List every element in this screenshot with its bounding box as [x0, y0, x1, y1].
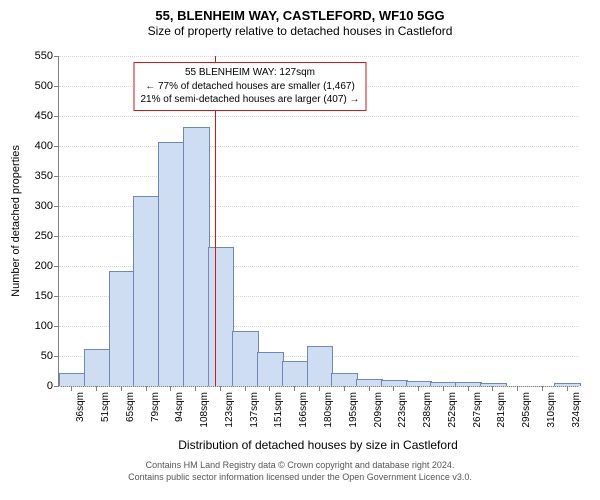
x-tick-label: 310sqm — [546, 392, 557, 428]
histogram-bar — [554, 383, 581, 386]
x-tick-mark — [369, 386, 370, 391]
x-tick-mark — [319, 386, 320, 391]
x-tick-mark — [96, 386, 97, 391]
x-tick-mark — [245, 386, 246, 391]
x-tick-label: 123sqm — [224, 392, 235, 428]
x-tick-label: 324sqm — [571, 392, 582, 428]
chart-subtitle: Size of property relative to detached ho… — [0, 24, 600, 39]
x-tick-mark — [121, 386, 122, 391]
histogram-bar — [208, 247, 235, 386]
x-tick-mark — [344, 386, 345, 391]
histogram-bar — [109, 271, 136, 386]
y-tick-label: 250 — [35, 230, 59, 242]
x-tick-mark — [492, 386, 493, 391]
chart-footer: Contains HM Land Registry data © Crown c… — [0, 460, 600, 483]
x-tick-label: 151sqm — [273, 392, 284, 428]
histogram-bar — [59, 373, 86, 386]
histogram-bar — [133, 196, 160, 386]
histogram-bar — [307, 346, 334, 386]
footer-line: Contains public sector information licen… — [0, 472, 600, 484]
histogram-bar — [455, 382, 482, 386]
property-size-histogram: 55, BLENHEIM WAY, CASTLEFORD, WF10 5GG S… — [0, 0, 600, 500]
histogram-bar — [331, 373, 358, 386]
footer-line: Contains HM Land Registry data © Crown c… — [0, 460, 600, 472]
histogram-bar — [84, 349, 111, 386]
x-tick-mark — [567, 386, 568, 391]
x-tick-mark — [170, 386, 171, 391]
x-tick-mark — [443, 386, 444, 391]
x-axis-label: Distribution of detached houses by size … — [178, 438, 458, 452]
histogram-bar — [183, 127, 210, 386]
x-tick-mark — [517, 386, 518, 391]
x-tick-label: 195sqm — [348, 392, 359, 428]
x-tick-label: 65sqm — [125, 392, 136, 422]
y-tick-label: 350 — [35, 170, 59, 182]
y-tick-label: 500 — [35, 80, 59, 92]
histogram-bar — [356, 379, 383, 386]
histogram-bar — [257, 352, 284, 386]
x-tick-label: 137sqm — [249, 392, 260, 428]
x-tick-label: 295sqm — [521, 392, 532, 428]
x-tick-mark — [542, 386, 543, 391]
histogram-bar — [232, 331, 259, 386]
x-tick-label: 267sqm — [472, 392, 483, 428]
x-tick-mark — [418, 386, 419, 391]
y-tick-label: 50 — [41, 350, 59, 362]
chart-title: 55, BLENHEIM WAY, CASTLEFORD, WF10 5GG — [0, 0, 600, 24]
y-tick-label: 300 — [35, 200, 59, 212]
y-tick-label: 550 — [35, 50, 59, 62]
x-tick-mark — [220, 386, 221, 391]
x-tick-label: 252sqm — [447, 392, 458, 428]
grid-line — [59, 116, 579, 117]
grid-line — [59, 176, 579, 177]
grid-line — [59, 146, 579, 147]
y-tick-label: 200 — [35, 260, 59, 272]
x-tick-label: 180sqm — [323, 392, 334, 428]
histogram-bar — [158, 142, 185, 386]
x-tick-mark — [294, 386, 295, 391]
x-tick-label: 94sqm — [174, 392, 185, 422]
x-tick-mark — [269, 386, 270, 391]
y-tick-label: 450 — [35, 110, 59, 122]
x-tick-mark — [195, 386, 196, 391]
x-tick-label: 223sqm — [397, 392, 408, 428]
x-tick-label: 51sqm — [100, 392, 111, 422]
x-tick-label: 238sqm — [422, 392, 433, 428]
callout-line: 21% of semi-detached houses are larger (… — [140, 93, 359, 107]
histogram-bar — [282, 361, 309, 386]
x-tick-mark — [468, 386, 469, 391]
y-tick-label: 100 — [35, 320, 59, 332]
y-tick-label: 0 — [47, 380, 59, 392]
histogram-bar — [430, 382, 457, 386]
x-tick-label: 79sqm — [150, 392, 161, 422]
x-tick-mark — [393, 386, 394, 391]
y-tick-label: 400 — [35, 140, 59, 152]
grid-line — [59, 56, 579, 57]
callout-line: ← 77% of detached houses are smaller (1,… — [140, 80, 359, 94]
x-tick-label: 166sqm — [298, 392, 309, 428]
x-tick-label: 209sqm — [373, 392, 384, 428]
y-tick-label: 150 — [35, 290, 59, 302]
x-tick-mark — [71, 386, 72, 391]
callout-line: 55 BLENHEIM WAY: 127sqm — [140, 66, 359, 80]
x-tick-label: 281sqm — [496, 392, 507, 428]
x-tick-label: 108sqm — [199, 392, 210, 428]
x-tick-mark — [146, 386, 147, 391]
reference-callout: 55 BLENHEIM WAY: 127sqm ← 77% of detache… — [133, 62, 366, 111]
x-tick-label: 36sqm — [75, 392, 86, 422]
y-axis-label: Number of detached properties — [10, 145, 22, 297]
